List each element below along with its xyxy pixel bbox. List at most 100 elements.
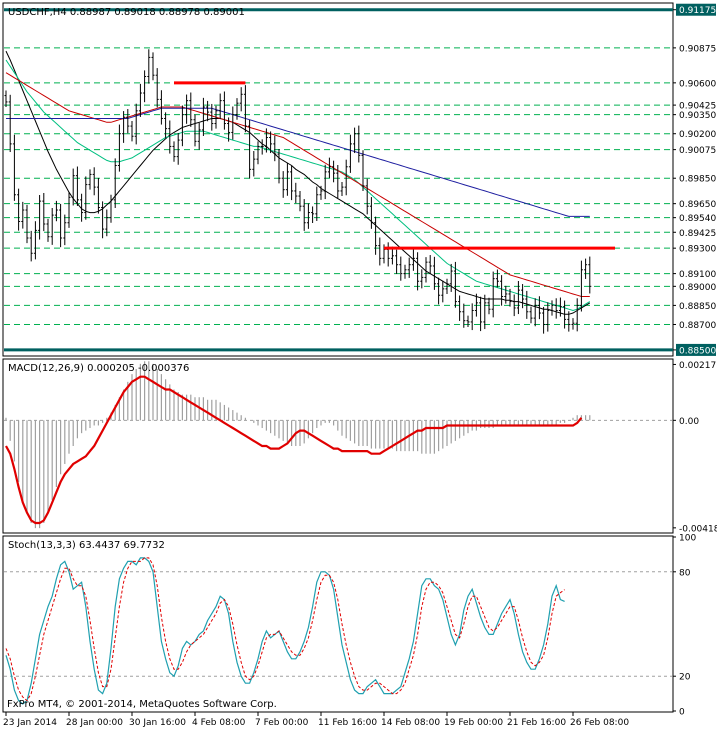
price-bar (59, 203, 63, 248)
price-bar (218, 93, 222, 119)
price-bar (206, 100, 210, 122)
price-bar (101, 201, 105, 239)
price-bar (445, 278, 449, 294)
price-bar (554, 298, 558, 319)
time-axis-label: 26 Feb 08:00 (570, 718, 629, 728)
price-axis-label-bg (676, 211, 716, 224)
price-bar (504, 285, 508, 304)
price-bar (285, 162, 289, 196)
moving-average-line-4 (6, 107, 590, 217)
price-bar (8, 94, 12, 153)
price-bar (63, 214, 67, 246)
price-bar (256, 141, 260, 165)
macd-axis-label: 0.00 (679, 417, 699, 427)
price-bar (584, 258, 588, 279)
price-bar (575, 298, 579, 332)
price-bar (105, 209, 109, 237)
price-bar (143, 70, 147, 103)
macd-panel[interactable]: 0.002177 0.00 -0.004188 MACD(12,26,9) 0.00… (2, 358, 717, 534)
price-bar (525, 290, 529, 319)
price-bar (84, 176, 88, 220)
price-bar (563, 300, 567, 329)
price-bar (113, 158, 117, 208)
price-bar (420, 269, 424, 289)
price-bar (138, 83, 142, 117)
stoch-d-line (5, 557, 565, 702)
price-bar (529, 306, 533, 324)
price-bar (550, 300, 554, 316)
price-axis-label: 0.89850 (679, 175, 716, 185)
price-bar (537, 296, 541, 320)
price-bar (88, 169, 92, 190)
price-bar (378, 237, 382, 266)
price-bar (365, 178, 369, 215)
price-bar (269, 131, 273, 154)
price-bar (336, 165, 340, 199)
price-bar (487, 297, 491, 315)
price-bar (29, 230, 33, 262)
price-bar (281, 171, 285, 198)
price-bar (298, 190, 302, 212)
price-bar (54, 200, 58, 222)
price-bar (92, 167, 96, 196)
price-bar (411, 249, 415, 271)
macd-signal-line (5, 375, 583, 525)
stoch-panel-frame (2, 535, 674, 713)
stoch-lines (5, 557, 565, 705)
price-bar (542, 306, 546, 334)
price-grid (4, 47, 672, 325)
price-bar (470, 303, 474, 331)
price-axis-highlight-box (676, 343, 716, 356)
price-bar (260, 139, 264, 155)
stoch-axis-label: 80 (679, 568, 691, 578)
price-bar (176, 132, 180, 165)
price-bar (399, 256, 403, 281)
price-bar (432, 256, 436, 290)
price-bar (67, 192, 71, 228)
price-bar (512, 294, 516, 317)
price-bar (75, 166, 79, 206)
price-bar (126, 109, 130, 134)
price-bar (294, 182, 298, 204)
macd-axis-label: -0.004188 (679, 524, 717, 534)
price-bar (428, 255, 432, 275)
price-bar (323, 164, 327, 200)
price-axis-label: 0.88500 (679, 346, 716, 356)
price-axis-label-bg (676, 267, 716, 280)
price-bar (311, 206, 315, 223)
time-axis-label: 30 Jan 16:00 (129, 718, 186, 728)
time-axis-label: 14 Feb 08:00 (381, 718, 440, 728)
price-bar (546, 302, 550, 332)
price-bar (449, 263, 453, 292)
macd-axis-label: 0.002177 (679, 361, 717, 371)
price-axis-label: 0.89000 (679, 283, 716, 293)
price-bar (483, 294, 487, 330)
macd-panel-frame (2, 358, 674, 534)
price-axis-label: 0.88700 (679, 321, 716, 331)
price-bar (151, 52, 155, 81)
price-bar (214, 105, 218, 129)
price-bar (197, 122, 201, 150)
price-bar (159, 90, 163, 125)
price-bar (33, 221, 37, 260)
stoch-panel[interactable]: 100 80 20 0 Stoch(13,3,3) 63.4437 69.7732 F… (2, 534, 696, 718)
price-axis-label-bg (676, 99, 716, 112)
price-axis-label-bg (676, 76, 716, 89)
price-bar (466, 315, 470, 328)
price-axis-label-bg (676, 41, 716, 54)
price-axis-highlight-box (676, 3, 716, 16)
price-bar (227, 117, 231, 142)
time-axis-label: 28 Jan 00:00 (66, 718, 123, 728)
price-axis-label-bg (676, 108, 716, 121)
price-bar (12, 134, 16, 201)
price-bar (458, 295, 462, 321)
price-bar (533, 298, 537, 327)
price-bar (180, 105, 184, 147)
price-bar (4, 90, 8, 108)
price-bar (231, 106, 235, 140)
time-axis-label: 7 Feb 00:00 (255, 718, 309, 728)
price-bar (315, 186, 319, 221)
